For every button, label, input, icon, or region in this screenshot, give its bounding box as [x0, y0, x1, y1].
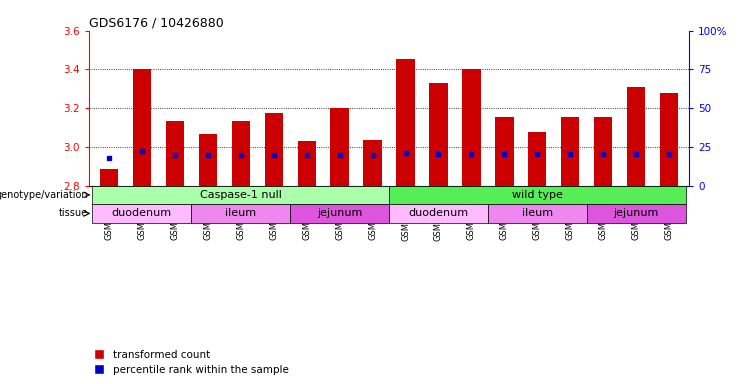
Bar [660, 93, 679, 185]
Bar [297, 141, 316, 185]
Bar [199, 134, 216, 185]
Text: GDS6176 / 10426880: GDS6176 / 10426880 [89, 17, 224, 30]
Text: tissue: tissue [59, 209, 88, 218]
Text: Caspase-1 null: Caspase-1 null [199, 190, 282, 200]
Bar [92, 204, 191, 223]
Bar [290, 204, 389, 223]
Bar [628, 87, 645, 185]
Bar [496, 117, 514, 185]
Text: wild type: wild type [512, 190, 563, 200]
Text: ileum: ileum [522, 209, 553, 218]
Bar [231, 121, 250, 185]
Text: genotype/variation: genotype/variation [0, 190, 88, 200]
Bar [430, 83, 448, 185]
Text: jejunum: jejunum [614, 209, 659, 218]
Bar [330, 108, 348, 185]
Text: ileum: ileum [225, 209, 256, 218]
Bar [99, 169, 118, 185]
Bar [462, 70, 481, 185]
Bar [265, 113, 282, 185]
Bar [364, 140, 382, 185]
Bar [92, 185, 389, 204]
Bar [389, 185, 686, 204]
Text: duodenum: duodenum [112, 209, 172, 218]
Bar [165, 121, 184, 185]
Bar [191, 204, 290, 223]
Bar [389, 204, 488, 223]
Legend: transformed count, percentile rank within the sample: transformed count, percentile rank withi… [94, 350, 289, 375]
Text: duodenum: duodenum [408, 209, 468, 218]
Bar [587, 204, 686, 223]
Bar [562, 117, 579, 185]
Bar [133, 70, 150, 185]
Text: jejunum: jejunum [317, 209, 362, 218]
Bar [594, 117, 613, 185]
Bar [488, 204, 587, 223]
Bar [396, 59, 414, 185]
Bar [528, 132, 547, 185]
